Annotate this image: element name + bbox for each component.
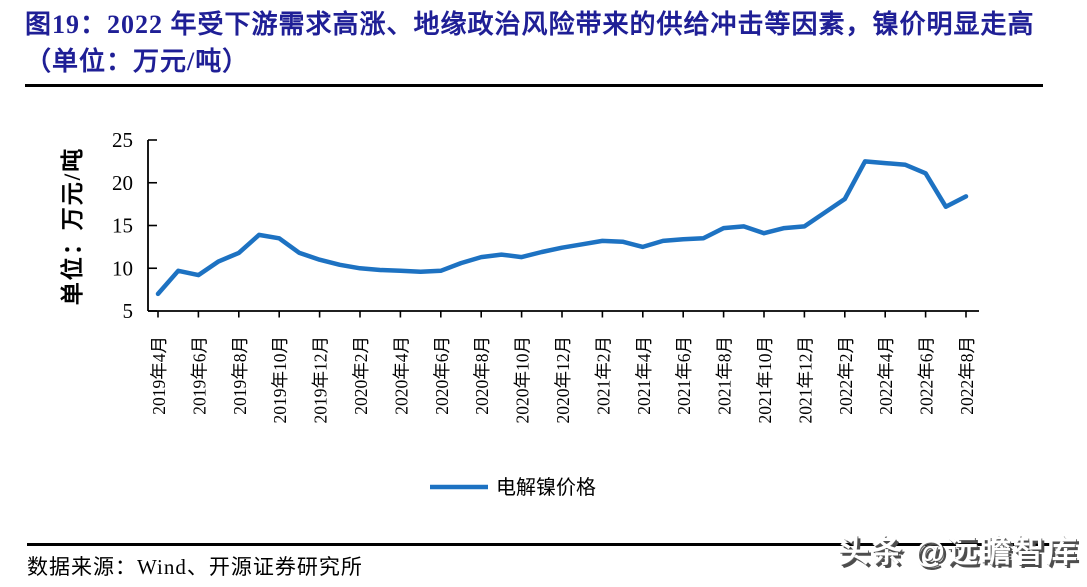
nickel-price-line-chart: 单位：万元/吨 5 10 15 20 25 2019年4月 2019年6月 2019年8月 20… xyxy=(59,128,979,499)
y-tick-label: 5 xyxy=(123,299,134,323)
x-tick-label: 2021年8月 xyxy=(715,336,735,415)
watermark: 头条 @远瞻智库 xyxy=(838,534,1079,569)
x-tick-label: 2020年10月 xyxy=(513,336,533,424)
x-tick-label: 2019年12月 xyxy=(311,336,331,424)
x-tick-label: 2019年8月 xyxy=(230,336,250,415)
x-tick-label: 2021年2月 xyxy=(593,336,613,415)
x-tick-label: 2022年8月 xyxy=(957,336,977,415)
x-tick-label: 2022年2月 xyxy=(836,336,856,415)
x-tick-label: 2020年12月 xyxy=(553,336,573,424)
title-divider xyxy=(25,84,1043,87)
x-tick-label: 2022年6月 xyxy=(917,336,937,415)
y-tick-label: 15 xyxy=(112,214,133,238)
x-tick-label: 2022年4月 xyxy=(876,336,896,415)
x-tick-label: 2021年6月 xyxy=(674,336,694,415)
x-tick-label: 2019年6月 xyxy=(189,336,209,415)
x-tick-label: 2020年4月 xyxy=(391,336,411,415)
footer-divider xyxy=(27,543,1050,546)
x-tick-label: 2021年12月 xyxy=(795,336,815,424)
x-tick-label: 2020年2月 xyxy=(351,336,371,415)
y-tick-label: 25 xyxy=(112,128,133,152)
legend: 电解镍价格 xyxy=(430,476,596,499)
y-tick-label: 20 xyxy=(112,171,133,195)
x-tick-label: 2020年6月 xyxy=(432,336,452,415)
x-tick-label: 2019年10月 xyxy=(270,336,290,424)
x-tick-label: 2020年8月 xyxy=(472,336,492,415)
x-tick-label: 2019年4月 xyxy=(149,336,169,415)
figure-title: 图19：2022 年受下游需求高涨、地缘政治风险带来的供给冲击等因素，镍价明显走… xyxy=(25,10,1035,76)
x-tick-label: 2021年4月 xyxy=(634,336,654,415)
price-line xyxy=(155,159,969,297)
x-tick-label: 2021年10月 xyxy=(755,336,775,424)
y-tick-label: 10 xyxy=(112,256,133,280)
data-source: 数据来源：Wind、开源证券研究所 xyxy=(27,555,363,579)
plot-area: 5 10 15 20 25 2019年4月 2019年6月 2019年8月 2019年10月 20… xyxy=(112,128,979,424)
legend-label: 电解镍价格 xyxy=(496,476,596,499)
y-axis-title: 单位：万元/吨 xyxy=(59,147,85,305)
